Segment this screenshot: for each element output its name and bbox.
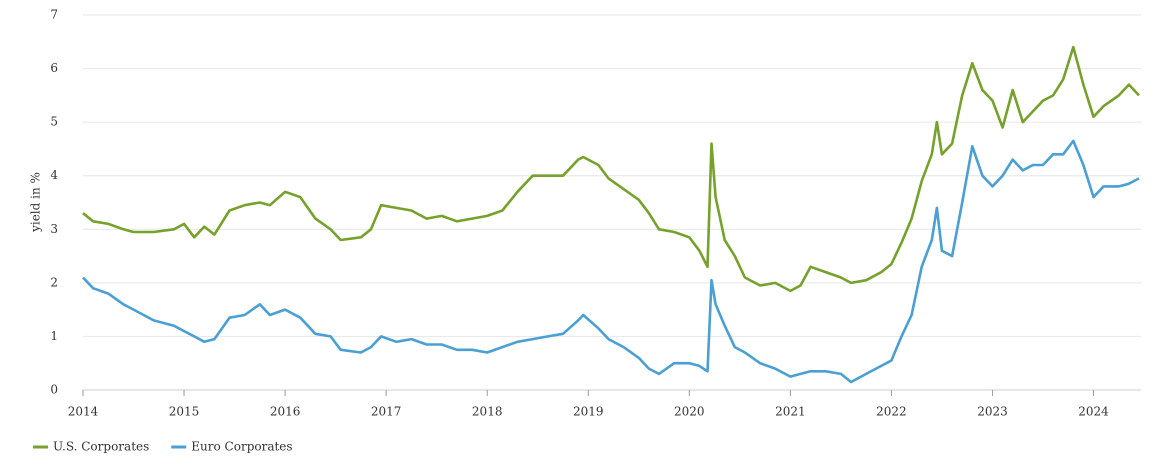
x-tick-label: 2023	[977, 405, 1008, 419]
x-tick-label: 2022	[876, 405, 907, 419]
x-tick-label: 2017	[371, 405, 402, 419]
legend-label[interactable]: U.S. Corporates	[53, 440, 149, 454]
x-tick-label: 2024	[1078, 405, 1109, 419]
y-tick-label: 2	[50, 275, 58, 289]
series-line	[82, 139, 1140, 384]
y-tick-label: 4	[50, 168, 58, 182]
y-tick-label: 7	[50, 8, 58, 22]
y-axis-label: yield in %	[29, 172, 43, 233]
x-tick-label: 2020	[674, 405, 705, 419]
y-tick-label: 5	[50, 115, 58, 129]
x-tick-label: 2018	[472, 405, 503, 419]
series-line	[82, 45, 1140, 293]
y-tick-label: 1	[50, 329, 58, 343]
x-tick-label: 2021	[775, 405, 806, 419]
x-tick-label: 2019	[573, 405, 604, 419]
legend-label[interactable]: Euro Corporates	[191, 440, 292, 454]
x-tick-label: 2016	[270, 405, 301, 419]
y-tick-label: 6	[50, 61, 58, 75]
y-tick-label: 3	[50, 222, 58, 236]
x-tick-label: 2015	[169, 405, 200, 419]
x-tick-label: 2014	[68, 405, 99, 419]
y-tick-label: 0	[50, 383, 58, 397]
